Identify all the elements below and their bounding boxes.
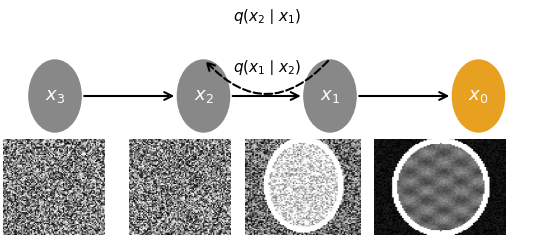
Ellipse shape — [177, 60, 230, 132]
Text: $x_1$: $x_1$ — [320, 87, 340, 105]
Text: $x_3$: $x_3$ — [45, 87, 65, 105]
Text: $q(x_1\mid x_2)$: $q(x_1\mid x_2)$ — [233, 58, 301, 77]
FancyArrowPatch shape — [207, 61, 328, 94]
Text: $x_2$: $x_2$ — [194, 87, 213, 105]
Ellipse shape — [452, 60, 505, 132]
Text: $q(x_2\mid x_1)$: $q(x_2\mid x_1)$ — [233, 7, 301, 26]
Text: $x_0$: $x_0$ — [469, 87, 488, 105]
Ellipse shape — [29, 60, 81, 132]
Ellipse shape — [304, 60, 356, 132]
